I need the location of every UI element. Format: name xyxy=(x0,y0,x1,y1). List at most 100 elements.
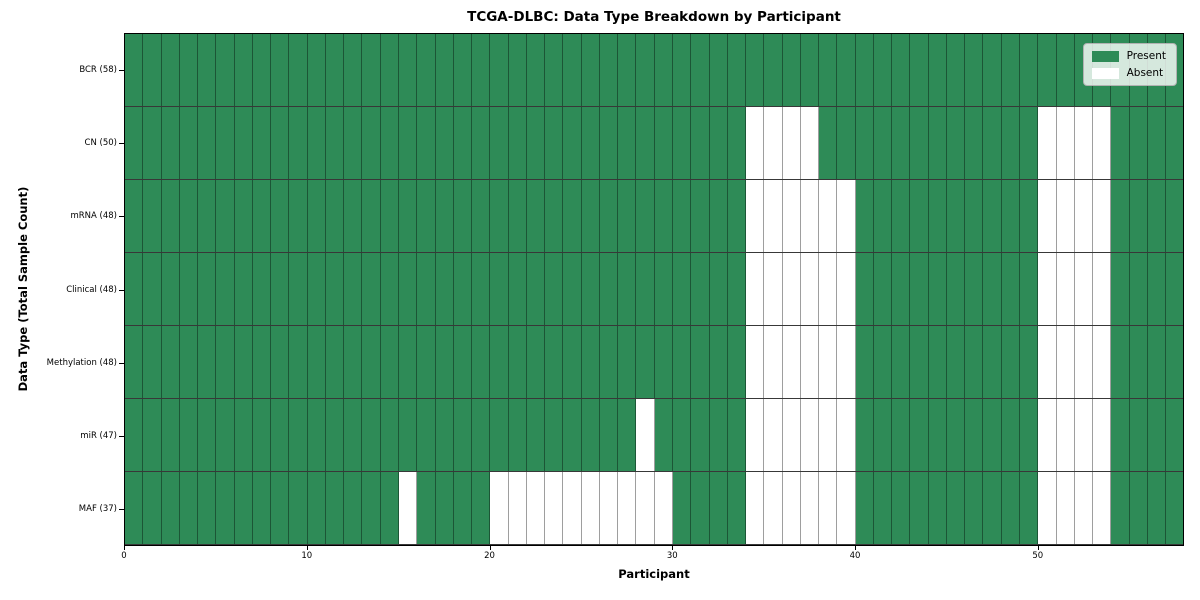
heatmap-cell xyxy=(252,399,272,471)
heatmap-cell xyxy=(672,399,692,471)
heatmap-cell xyxy=(873,180,893,252)
heatmap-cell xyxy=(983,253,1002,325)
heatmap-cell xyxy=(764,253,783,325)
heatmap-cell xyxy=(362,180,381,252)
heatmap-cell xyxy=(709,326,728,398)
heatmap-cell xyxy=(234,472,253,544)
heatmap-cell xyxy=(198,180,217,252)
heatmap-cell xyxy=(563,399,582,471)
heatmap-cell xyxy=(125,107,144,179)
heatmap-cell xyxy=(1001,326,1021,398)
x-tick-mark xyxy=(124,546,125,550)
legend-entry-absent: Absent xyxy=(1091,67,1166,79)
heatmap-cell xyxy=(1056,180,1075,252)
heatmap-cell xyxy=(855,472,874,544)
heatmap-cell xyxy=(417,253,436,325)
heatmap-cell xyxy=(344,34,363,106)
heatmap-cell xyxy=(1056,34,1075,106)
heatmap-cell xyxy=(435,180,454,252)
heatmap-cell xyxy=(965,34,984,106)
heatmap-cell xyxy=(380,326,399,398)
heatmap-cell xyxy=(581,399,600,471)
heatmap-cell xyxy=(252,34,272,106)
heatmap-cell xyxy=(179,399,199,471)
heatmap-cell xyxy=(545,107,564,179)
heatmap-cell xyxy=(727,107,747,179)
heatmap-cell xyxy=(965,399,984,471)
heatmap-cell xyxy=(873,472,893,544)
heatmap-cell xyxy=(508,107,527,179)
heatmap-cell xyxy=(1038,107,1057,179)
heatmap-cell xyxy=(837,180,856,252)
heatmap-cell xyxy=(1129,107,1148,179)
heatmap-cell xyxy=(1147,253,1167,325)
heatmap-cell xyxy=(910,326,929,398)
heatmap-cell xyxy=(764,180,783,252)
heatmap-cell xyxy=(216,34,235,106)
heatmap-cell xyxy=(344,399,363,471)
heatmap-cell xyxy=(983,107,1002,179)
heatmap-cell xyxy=(417,180,436,252)
heatmap-cell xyxy=(782,180,801,252)
heatmap-cell xyxy=(398,180,418,252)
heatmap-cell xyxy=(928,472,947,544)
heatmap-cell xyxy=(125,399,144,471)
heatmap-cell xyxy=(472,107,491,179)
heatmap-cell xyxy=(234,253,253,325)
heatmap-cell xyxy=(435,326,454,398)
heatmap-cell xyxy=(965,326,984,398)
y-tick-label: MAF (37) xyxy=(78,504,117,515)
heatmap-cell xyxy=(545,326,564,398)
heatmap-cell xyxy=(526,326,546,398)
heatmap-cell xyxy=(1038,253,1057,325)
heatmap-cell xyxy=(1074,253,1094,325)
heatmap-cell xyxy=(1093,180,1112,252)
heatmap-cell xyxy=(581,472,600,544)
heatmap-cell xyxy=(545,399,564,471)
heatmap-cell xyxy=(946,472,966,544)
heatmap-cell xyxy=(965,107,984,179)
heatmap-cell xyxy=(855,34,874,106)
heatmap-cell xyxy=(691,253,710,325)
heatmap-cell xyxy=(636,472,655,544)
heatmap-cell xyxy=(1147,107,1167,179)
heatmap-cell xyxy=(892,107,911,179)
y-tick-mark xyxy=(119,142,124,144)
heatmap-cell xyxy=(490,34,509,106)
heatmap-cell xyxy=(581,180,600,252)
heatmap-cell xyxy=(125,180,144,252)
heatmap-cell xyxy=(307,253,326,325)
heatmap-cell xyxy=(599,107,619,179)
heatmap-cell xyxy=(928,180,947,252)
heatmap-cell xyxy=(1001,107,1021,179)
heatmap-cell xyxy=(910,399,929,471)
heatmap-cell xyxy=(545,253,564,325)
heatmap-cell xyxy=(526,399,546,471)
heatmap-cell xyxy=(508,326,527,398)
heatmap-cell xyxy=(1147,180,1167,252)
heatmap-cell xyxy=(672,472,692,544)
heatmap-cell xyxy=(435,107,454,179)
heatmap-cell xyxy=(179,107,199,179)
heatmap-row-mRNA xyxy=(125,180,1184,253)
heatmap-cell xyxy=(198,253,217,325)
heatmap-cell xyxy=(161,472,180,544)
heatmap-cell xyxy=(1001,399,1021,471)
heatmap-cell xyxy=(782,472,801,544)
heatmap-cell xyxy=(398,326,418,398)
heatmap-cell xyxy=(490,326,509,398)
heatmap-cell xyxy=(143,107,162,179)
heatmap-cell xyxy=(526,107,546,179)
y-tick-mark xyxy=(119,362,124,364)
legend-entry-present: Present xyxy=(1091,50,1166,62)
heatmap-cell xyxy=(453,34,473,106)
heatmap-cell xyxy=(800,34,820,106)
heatmap-cell xyxy=(1129,472,1148,544)
heatmap-cell xyxy=(983,34,1002,106)
heatmap-cell xyxy=(599,472,619,544)
heatmap-cell xyxy=(855,180,874,252)
heatmap-cell xyxy=(143,34,162,106)
heatmap-cell xyxy=(691,399,710,471)
heatmap-cell xyxy=(581,34,600,106)
heatmap-cell xyxy=(800,472,820,544)
